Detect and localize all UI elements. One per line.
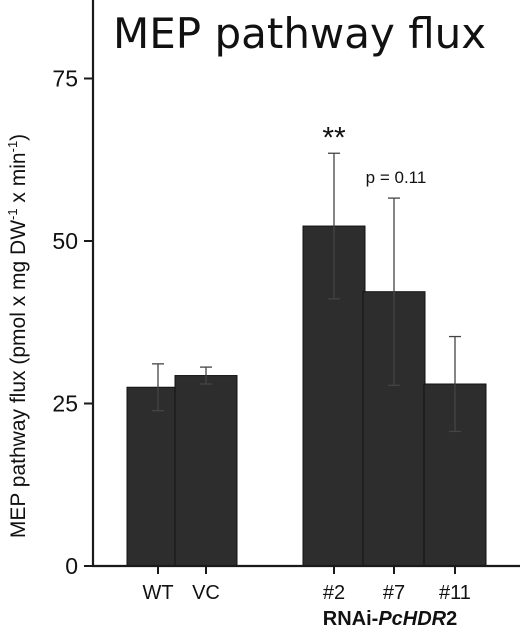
y-tick-label-25: 25 bbox=[52, 391, 78, 417]
y-axis-label-sup-2: -1 bbox=[5, 141, 20, 153]
annotations-group: ** p = 0.11 bbox=[322, 121, 426, 187]
group-label: RNAi-PcHDR2 bbox=[323, 608, 457, 630]
y-axis-label-sup-1: -1 bbox=[5, 208, 20, 220]
y-tick-label-0: 0 bbox=[65, 553, 78, 579]
chart-title: MEP pathway flux bbox=[113, 9, 486, 58]
y-axis-label-part-2: x min bbox=[7, 152, 30, 208]
y-axis-ticks: 0 25 50 75 bbox=[52, 66, 93, 579]
x-tick-label-#2: #2 bbox=[323, 582, 345, 604]
y-tick-label-50: 50 bbox=[52, 228, 78, 254]
x-tick-label-WT: WT bbox=[142, 582, 173, 604]
x-tick-label-#11: #11 bbox=[439, 582, 471, 604]
group-label-suffix: 2 bbox=[446, 608, 457, 630]
error-bars-group bbox=[152, 152, 461, 433]
y-axis-label-part-1: MEP pathway flux (pmol x mg DW bbox=[7, 220, 30, 538]
x-tick-label-VC: VC bbox=[192, 582, 220, 604]
bars-group bbox=[126, 225, 487, 567]
annotation-#7: p = 0.11 bbox=[366, 168, 427, 187]
group-label-italic: PcHDR bbox=[378, 608, 446, 630]
bar-VC bbox=[174, 375, 238, 567]
y-axis-label: MEP pathway flux (pmol x mg DW-1 x min-1… bbox=[5, 134, 30, 538]
annotation-#2: ** bbox=[322, 121, 346, 154]
x-axis-ticks: WT VC #2 #7 #11 bbox=[142, 566, 471, 604]
y-axis-label-part-3: ) bbox=[7, 134, 30, 141]
x-tick-label-#7: #7 bbox=[383, 582, 405, 604]
group-label-prefix: RNAi- bbox=[323, 608, 379, 630]
y-tick-label-75: 75 bbox=[52, 66, 78, 92]
